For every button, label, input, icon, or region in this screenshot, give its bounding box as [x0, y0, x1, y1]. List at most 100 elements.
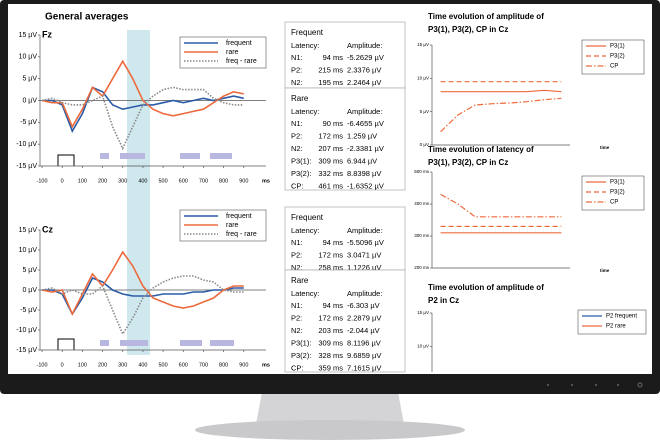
row-label: N1:: [291, 119, 303, 128]
x-tick-label: 200: [98, 178, 107, 184]
y-tick-label: 0 µV: [22, 97, 37, 104]
x-tick-label: 200: [98, 362, 107, 368]
latency: 94 ms: [323, 53, 344, 62]
channel-label: Cz: [42, 224, 53, 234]
x-unit: ms: [262, 178, 270, 184]
latency: 215 ms: [318, 65, 343, 74]
column-header: Amplitude:: [347, 226, 382, 235]
latency: 328 ms: [318, 351, 343, 360]
amplitude: -1.6352 µV: [347, 181, 384, 190]
row-label: N2:: [291, 263, 303, 272]
row-label: P2:: [291, 131, 302, 140]
latency: 359 ms: [318, 363, 343, 372]
row-label: CP:: [291, 363, 304, 372]
panel-heading: Rare: [291, 94, 309, 103]
row-label: N1:: [291, 238, 303, 247]
amplitude: 7.1615 µV: [347, 363, 381, 372]
row-label: P3(2):: [291, 169, 311, 178]
stats-panel: [284, 269, 406, 373]
y-tick-label: -10 µV: [16, 141, 37, 148]
y-tick-label: 500 ms: [414, 169, 430, 174]
column-header: Amplitude:: [347, 41, 382, 50]
amplitude: -5.5096 µV: [347, 238, 384, 247]
column-header: Latency:: [291, 107, 319, 116]
amplitude: 2.2464 µV: [347, 78, 381, 87]
y-tick-label: 15 µV: [417, 42, 429, 47]
latency: 309 ms: [318, 338, 343, 347]
amplitude: -6.303 µV: [347, 301, 380, 310]
legend-label: rare: [226, 222, 239, 229]
legend-label: frequent: [226, 213, 252, 220]
panel-heading: Frequent: [291, 28, 324, 37]
amplitude: 3.0471 µV: [347, 250, 381, 259]
x-tick-label: 0: [61, 362, 64, 368]
x-tick-label: 500: [158, 178, 167, 184]
latency: 203 ms: [318, 326, 343, 335]
latency: 172 ms: [318, 250, 343, 259]
x-tick-label: 400: [138, 362, 147, 368]
y-tick-label: -10 µV: [16, 327, 37, 334]
x-tick-label: 400: [138, 178, 147, 184]
y-tick-label: 5 µV: [420, 109, 429, 114]
time-window-highlight: [127, 30, 150, 355]
latency: 461 ms: [318, 181, 343, 190]
row-label: N1:: [291, 53, 303, 62]
x-tick-label: 800: [219, 362, 228, 368]
y-tick-label: 400 ms: [414, 201, 430, 206]
column-header: Latency:: [291, 41, 319, 50]
series-line: [440, 97, 562, 133]
latency: 94 ms: [323, 238, 344, 247]
legend-label: P2 frequent: [606, 314, 637, 320]
latency: 90 ms: [323, 119, 344, 128]
amplitude: 8.1196 µV: [347, 338, 381, 347]
amplitude: 8.8398 µV: [347, 169, 381, 178]
chart-title: Time evolution of latency of: [428, 145, 534, 154]
latency: 207 ms: [318, 144, 343, 153]
row-label: P2:: [291, 313, 302, 322]
stimulus-onset: [57, 154, 75, 350]
row-label: P3(2):: [291, 351, 311, 360]
panel-heading: Rare: [291, 276, 309, 285]
row-label: N2:: [291, 144, 303, 153]
chart-title: Time evolution of amplitude of: [428, 283, 544, 292]
x-tick-label: 100: [78, 178, 87, 184]
chart: 15 µV 10 µV 5 µV 0 µV -5 µV -10 µV -15 µV -100 0…: [16, 32, 270, 185]
y-tick-label: -15 µV: [16, 163, 37, 170]
amplitude: -6.4655 µV: [347, 119, 384, 128]
chart-title: P3(1), P3(2), CP in Cz: [428, 158, 508, 167]
x-tick-label: 300: [118, 362, 127, 368]
y-tick-label: -5 µV: [20, 119, 37, 126]
x-tick-label: -100: [37, 178, 48, 184]
column-header: Amplitude:: [347, 289, 382, 298]
x-tick-label: 500: [158, 362, 167, 368]
column-header: Latency:: [291, 226, 319, 235]
x-label: time: [600, 145, 610, 150]
y-tick-label: 15 µV: [19, 227, 38, 234]
stimulus-markers: [100, 153, 234, 346]
column-header: Amplitude:: [347, 107, 382, 116]
amplitude: 1.1226 µV: [347, 263, 381, 272]
y-tick-label: 0 µV: [420, 142, 429, 147]
amplitude: 2.2879 µV: [347, 313, 381, 322]
x-tick-label: 800: [219, 178, 228, 184]
legend-label: P3(1): [610, 44, 625, 50]
series-line: [41, 275, 244, 336]
chart-title: P3(1), P3(2), CP in Cz: [428, 25, 508, 34]
legend-box: [577, 309, 647, 335]
panel-heading: Frequent: [291, 213, 324, 222]
monitor-neck: [256, 392, 404, 424]
row-label: N2:: [291, 326, 303, 335]
chart-title: P2 in Cz: [428, 296, 459, 305]
y-tick-label: 5 µV: [22, 76, 37, 83]
amplitude: -2.044 µV: [347, 326, 380, 335]
latency: 172 ms: [318, 131, 343, 140]
x-tick-label: 300: [118, 178, 127, 184]
legend-label: rare: [226, 49, 239, 56]
y-tick-label: 0 µV: [22, 287, 37, 294]
x-tick-label: 900: [239, 362, 248, 368]
latency: 94 ms: [323, 301, 344, 310]
legend-label: frequent: [226, 40, 252, 47]
screen-title: General averages: [45, 12, 129, 23]
